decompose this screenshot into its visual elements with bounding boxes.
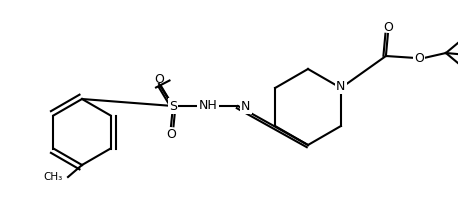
Text: O: O	[414, 52, 424, 64]
Text: O: O	[166, 128, 176, 141]
Text: N: N	[241, 100, 251, 113]
Text: CH₃: CH₃	[44, 172, 63, 182]
Text: N: N	[336, 79, 346, 92]
Text: NH: NH	[199, 98, 218, 111]
Text: O: O	[154, 73, 164, 86]
Text: O: O	[383, 21, 393, 34]
Text: S: S	[169, 100, 177, 113]
